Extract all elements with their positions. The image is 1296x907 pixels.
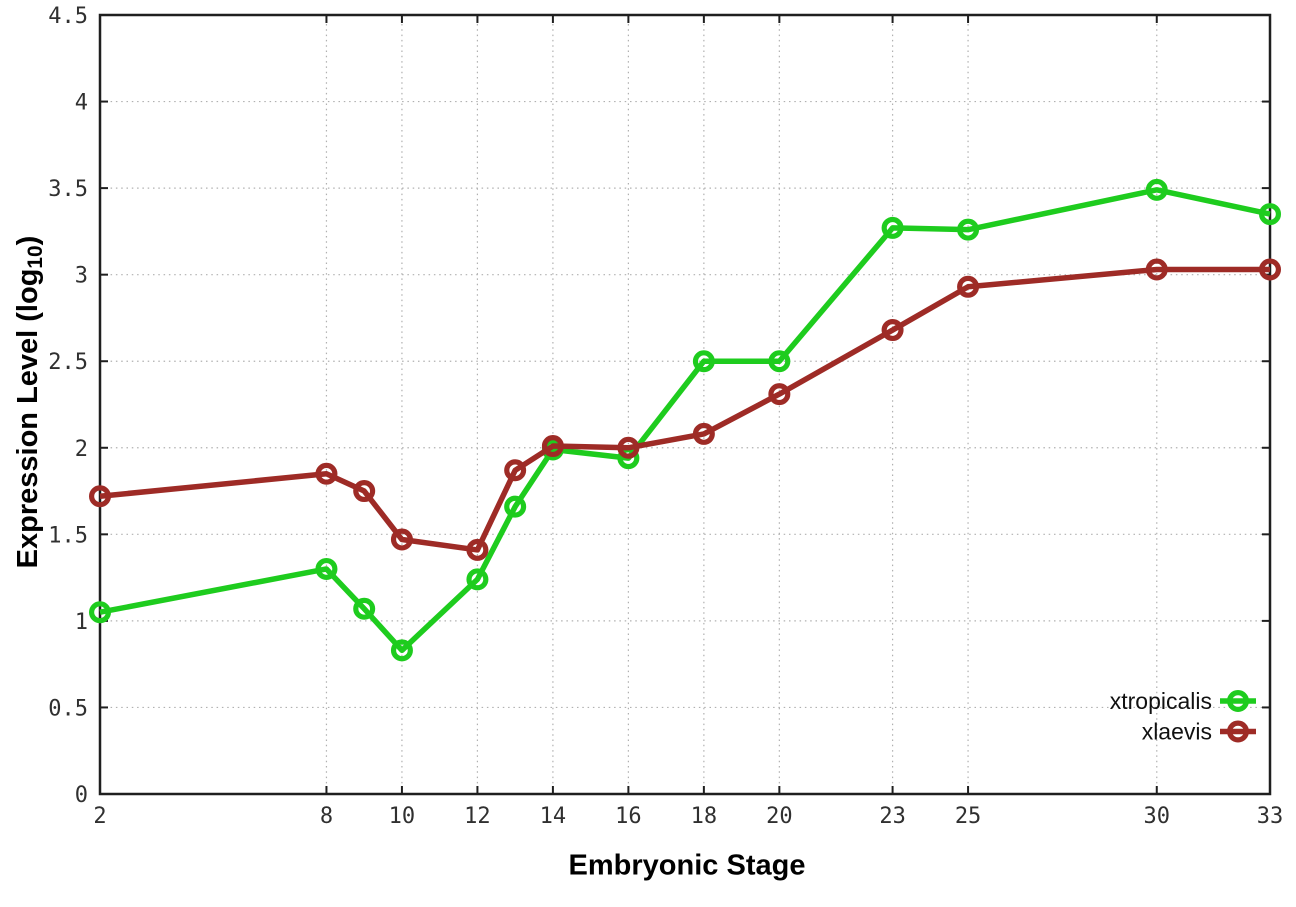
y-tick-label: 4.5 xyxy=(48,4,88,29)
series-xlaevis-point xyxy=(768,383,791,406)
series-xlaevis-point xyxy=(353,480,376,503)
series-xtropicalis-point xyxy=(1258,203,1281,226)
series-xtropicalis-point xyxy=(504,495,527,518)
series-xtropicalis-point xyxy=(315,557,338,580)
series-xlaevis-point xyxy=(466,538,489,561)
legend-marker-xlaevis xyxy=(1226,720,1249,743)
x-tick-label: 10 xyxy=(389,804,416,829)
series-xtropicalis-line xyxy=(99,187,1271,654)
series-xtropicalis-point xyxy=(88,601,111,624)
series-xtropicalis-point xyxy=(466,568,489,591)
series-xtropicalis-point xyxy=(390,639,413,662)
series-xtropicalis-point xyxy=(353,597,376,620)
x-tick-label: 2 xyxy=(93,804,106,829)
x-tick-label: 12 xyxy=(464,804,491,829)
plot-border xyxy=(98,13,1272,796)
y-axis-title-subscript: 10 xyxy=(24,245,48,269)
series-xlaevis-point xyxy=(1258,258,1281,281)
x-axis-title: Embryonic Stage xyxy=(568,849,806,882)
series-xtropicalis-point xyxy=(957,218,980,241)
x-tick-label: 18 xyxy=(691,804,718,829)
series-xlaevis-point xyxy=(88,485,111,508)
x-tick-label: 14 xyxy=(540,804,567,829)
y-tick-label: 1.5 xyxy=(48,523,88,548)
y-tick-label: 3.5 xyxy=(48,177,88,202)
legend-label-xtropicalis: xtropicalis xyxy=(1110,688,1212,714)
series-xlaevis-point xyxy=(504,459,527,482)
y-axis-title-suffix: ) xyxy=(11,235,44,246)
series-xtropicalis-point xyxy=(1145,178,1168,201)
x-tick-label: 30 xyxy=(1144,804,1171,829)
x-tick-label: 20 xyxy=(766,804,793,829)
series-xlaevis-point xyxy=(541,435,564,458)
series-xlaevis-point xyxy=(617,436,640,459)
y-tick-label: 2.5 xyxy=(48,350,88,375)
y-tick-label: 1 xyxy=(75,610,88,635)
series-xlaevis-point xyxy=(881,319,904,342)
series-xlaevis-point xyxy=(1145,258,1168,281)
series-xtropicalis-point xyxy=(768,350,791,373)
y-tick-label: 0 xyxy=(75,783,88,808)
y-tick-label: 2 xyxy=(75,437,88,462)
series-xlaevis-line xyxy=(99,266,1270,553)
y-tick-label: 3 xyxy=(75,264,88,289)
x-tick-label: 16 xyxy=(615,804,642,829)
y-tick-label: 0.5 xyxy=(48,696,88,721)
x-tick-label: 23 xyxy=(879,804,906,829)
series-xlaevis-point xyxy=(315,462,338,485)
x-tick-label: 25 xyxy=(955,804,982,829)
legend-label-xlaevis: xlaevis xyxy=(1142,719,1212,745)
x-tick-label: 8 xyxy=(320,804,333,829)
y-axis-title-prefix: Expression Level (log xyxy=(11,268,44,569)
legend-marker-xtropicalis xyxy=(1226,689,1249,712)
series-xtropicalis-point xyxy=(692,350,715,373)
series-xlaevis-point xyxy=(957,275,980,298)
y-tick-label: 4 xyxy=(75,91,88,116)
series-xlaevis-point xyxy=(692,422,715,445)
series-xlaevis-point xyxy=(390,528,413,551)
y-axis-title: Expression Level (log10) xyxy=(12,236,48,569)
x-tick-label: 33 xyxy=(1257,804,1284,829)
series-xtropicalis-point xyxy=(881,216,904,239)
